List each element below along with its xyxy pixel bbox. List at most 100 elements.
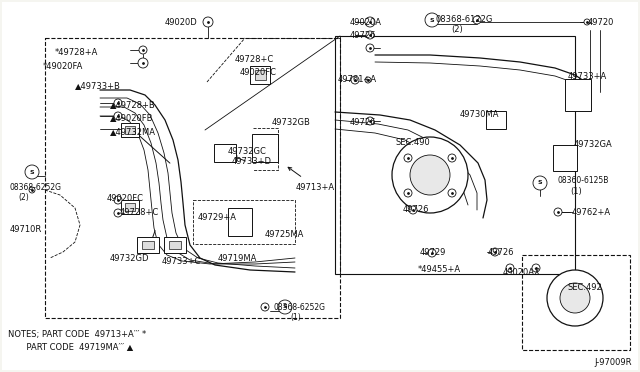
Circle shape [365,17,375,27]
Text: 49726: 49726 [350,31,376,40]
Circle shape [506,264,514,272]
Text: 49719MA: 49719MA [218,254,257,263]
Circle shape [404,189,412,197]
Circle shape [532,264,540,272]
Text: 49713+A: 49713+A [296,183,335,192]
Circle shape [138,58,148,68]
Circle shape [114,112,122,120]
Bar [250,66,270,84]
Text: SEC.490: SEC.490 [395,138,429,147]
Circle shape [25,165,39,179]
Text: 49729+A: 49729+A [198,213,237,222]
Text: 49733+C: 49733+C [162,257,202,266]
Bar [486,111,506,129]
Circle shape [554,208,562,216]
Text: PART CODE  49719MA′′′ ▲: PART CODE 49719MA′′′ ▲ [8,342,133,351]
Text: ▲49728+B: ▲49728+B [110,100,156,109]
Text: 49020D: 49020D [165,18,198,27]
Circle shape [448,189,456,197]
Circle shape [425,13,439,27]
Text: 49732GB: 49732GB [272,118,311,127]
Text: SEC.492: SEC.492 [568,283,603,292]
Text: ▲49020FB: ▲49020FB [110,113,154,122]
Circle shape [114,196,122,204]
Circle shape [139,46,147,54]
Circle shape [366,44,374,52]
Text: 49726: 49726 [403,205,429,214]
Circle shape [278,300,292,314]
Text: 49020A: 49020A [350,18,382,27]
Text: 49020FC: 49020FC [107,194,144,203]
Circle shape [409,206,417,214]
Circle shape [261,303,269,311]
Circle shape [351,76,359,84]
Bar [522,255,630,350]
Text: 08360-6125B: 08360-6125B [558,176,609,185]
Text: 49726: 49726 [350,118,376,127]
Circle shape [533,176,547,190]
Bar [565,79,591,111]
Text: (2): (2) [18,193,29,202]
Circle shape [560,283,590,313]
Text: S: S [429,17,435,22]
Bar [228,208,252,236]
Text: 49733+D: 49733+D [232,157,272,166]
Text: 49729: 49729 [420,248,446,257]
Text: 08368-6252G: 08368-6252G [10,183,62,192]
Text: S: S [29,170,35,174]
Text: (1): (1) [570,187,582,196]
Text: J-97009R: J-97009R [595,358,632,367]
Circle shape [428,249,436,257]
Text: 49725MA: 49725MA [265,230,305,239]
Text: 49761+A: 49761+A [338,75,377,84]
Circle shape [365,77,371,83]
Bar [142,241,154,249]
Bar [255,70,266,80]
Text: (2): (2) [451,25,463,34]
Bar [137,237,159,253]
Circle shape [114,99,122,107]
Text: *49455+A: *49455+A [418,265,461,274]
Text: 49726: 49726 [488,248,515,257]
Bar [121,123,139,137]
Text: 49733+A: 49733+A [568,72,607,81]
Circle shape [410,155,450,195]
Circle shape [584,19,590,25]
Circle shape [366,31,374,39]
Text: 08368-6122G: 08368-6122G [436,15,493,24]
Text: 49020AX: 49020AX [503,268,541,277]
Circle shape [448,154,456,162]
Text: 49732GC: 49732GC [228,147,267,156]
Text: NOTES; PART CODE  49713+A′′′ *: NOTES; PART CODE 49713+A′′′ * [8,330,147,339]
Bar [121,200,139,214]
Text: ▲49733+B: ▲49733+B [75,81,121,90]
Bar [125,126,135,134]
Circle shape [29,187,35,193]
Text: 08368-6252G: 08368-6252G [274,303,326,312]
Bar [125,203,135,211]
Bar [252,134,278,162]
Circle shape [491,248,499,256]
Text: 49762+A: 49762+A [572,208,611,217]
Text: (1): (1) [290,313,301,322]
Circle shape [114,209,122,217]
Bar [164,237,186,253]
Bar [169,241,181,249]
Text: 49732GD: 49732GD [110,254,150,263]
Text: S: S [283,305,287,310]
Circle shape [392,137,468,213]
Bar [214,144,236,162]
Circle shape [366,117,374,125]
Text: 49710R: 49710R [10,225,42,234]
Circle shape [547,270,603,326]
Text: 49720: 49720 [588,18,614,27]
Text: 49732GA: 49732GA [574,140,612,149]
Text: 49730MA: 49730MA [460,110,499,119]
Text: ▲49732MA: ▲49732MA [110,127,156,136]
Bar [335,36,575,274]
Text: *49020FA: *49020FA [43,62,83,71]
Text: 49728+C: 49728+C [120,208,159,217]
Text: S: S [538,180,542,186]
Text: *49728+A: *49728+A [55,48,99,57]
Circle shape [404,154,412,162]
